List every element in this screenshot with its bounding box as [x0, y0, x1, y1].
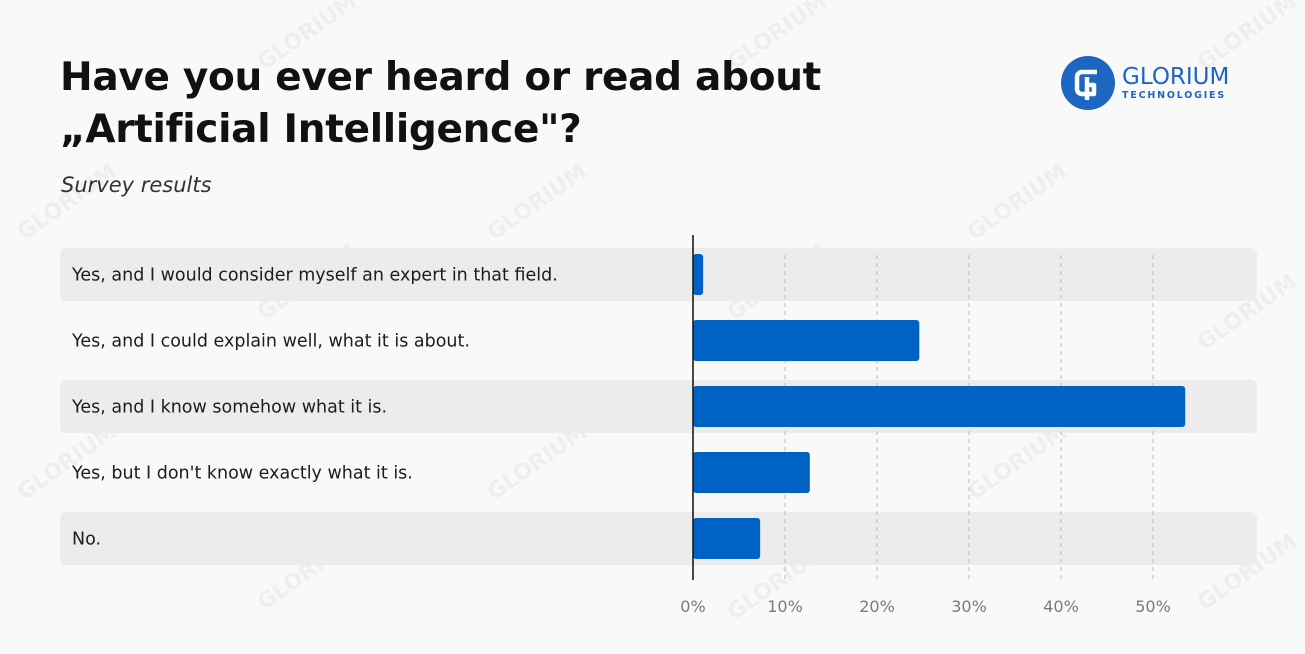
chart-title-line-1: Have you ever heard or read about: [60, 55, 821, 100]
brand-wordmark: GLORIUM TECHNOLOGIES: [1122, 64, 1229, 102]
category-label: Yes, and I know somehow what it is.: [71, 398, 387, 418]
brand-name: GLORIUM: [1122, 64, 1230, 90]
bar: [693, 518, 761, 559]
category-label: No.: [72, 530, 101, 550]
category-label: Yes, and I would consider myself an expe…: [71, 266, 558, 286]
x-tick-label: 0%: [680, 597, 705, 616]
chart-title-line-2: „Artificial Intelligence"?: [60, 107, 582, 152]
x-tick-label: 50%: [1135, 597, 1171, 616]
category-label: Yes, and I could explain well, what it i…: [71, 332, 470, 352]
glorium-g-logo-icon: [1061, 56, 1115, 110]
x-tick-label: 10%: [767, 597, 803, 616]
bar: [693, 320, 920, 361]
brand-logo: GLORIUM TECHNOLOGIES: [1060, 55, 1250, 111]
bar: [693, 452, 810, 493]
row-band: [60, 248, 1257, 301]
x-tick-label: 30%: [951, 597, 987, 616]
chart-title: Have you ever heard or read about „Artif…: [60, 52, 880, 156]
category-label: Yes, but I don't know exactly what it is…: [71, 464, 413, 484]
brand-tagline: TECHNOLOGIES: [1122, 90, 1226, 101]
x-tick-label: 40%: [1043, 597, 1079, 616]
row-band: [60, 512, 1257, 565]
bar: [693, 386, 1186, 427]
x-tick-label: 20%: [859, 597, 895, 616]
bar: [693, 254, 704, 295]
chart-subtitle: Survey results: [61, 173, 212, 197]
